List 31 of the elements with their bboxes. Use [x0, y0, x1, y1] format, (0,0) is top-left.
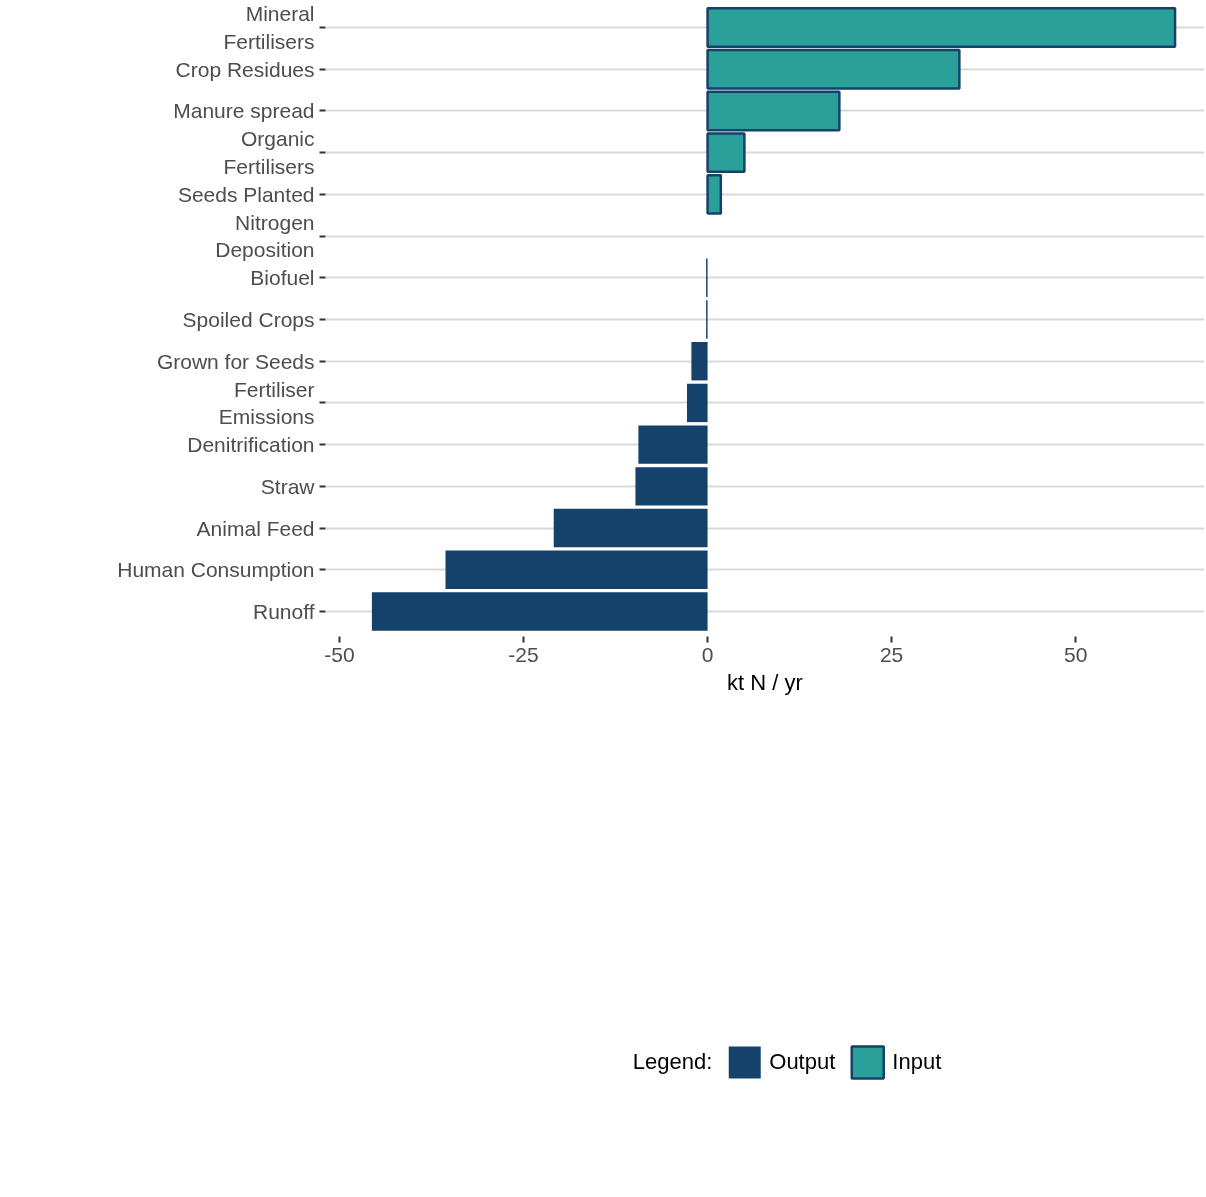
bar — [638, 425, 708, 464]
x-tick-label: 25 — [879, 642, 904, 666]
y-tick-label: Mineral Fertilisers — [223, 2, 315, 53]
y-tick-label: Fertiliser Emissions — [218, 377, 315, 429]
y-tick-label: Manure spread — [173, 99, 315, 123]
bar — [371, 592, 708, 631]
y-tick-label: Biofuel — [250, 266, 315, 290]
bar — [691, 342, 708, 381]
y-tick-label: Crop Residues — [175, 57, 315, 81]
y-tick-label: Organic Fertilisers — [223, 127, 315, 178]
x-tick-label: 50 — [1063, 642, 1088, 666]
x-axis-title: kt N / yr — [727, 669, 803, 695]
bar — [445, 550, 708, 589]
y-tick-label: Animal Feed — [196, 516, 315, 540]
legend-label: Output — [769, 1049, 836, 1075]
x-tick-label: -50 — [324, 642, 355, 666]
y-tick-label: Human Consumption — [117, 558, 315, 582]
bar — [686, 383, 708, 423]
legend-label: Input — [892, 1049, 942, 1075]
x-tick-label: 0 — [701, 642, 714, 666]
y-tick-label: Spoiled Crops — [182, 308, 315, 331]
legend-title: Legend: — [632, 1049, 713, 1075]
y-tick-label: Seeds Planted — [177, 182, 315, 206]
bar — [635, 467, 708, 506]
y-tick-label: Denitrification — [187, 433, 315, 457]
y-tick-label: Nitrogen Deposition — [215, 210, 315, 262]
y-tick-label: Straw — [260, 474, 316, 498]
y-tick-label: Runoff — [253, 599, 315, 623]
y-tick-label: Grown for Seeds — [156, 349, 315, 373]
x-tick-label: -25 — [508, 642, 539, 666]
bar — [553, 508, 708, 548]
